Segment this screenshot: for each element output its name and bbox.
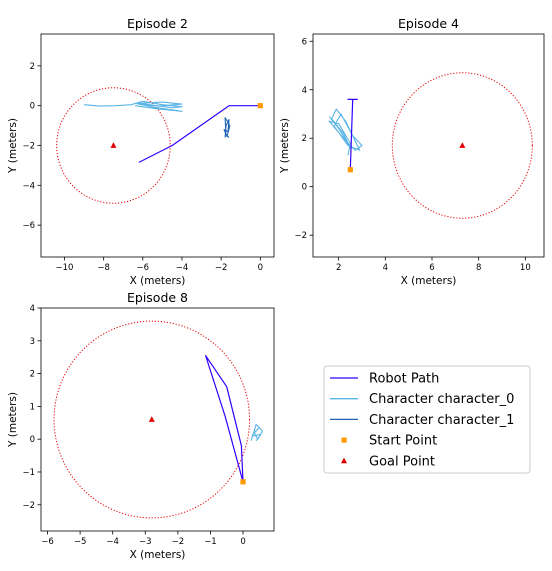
goal-radius-circle — [391, 72, 533, 219]
chart-episode-3: −6 −5 −4 −3 −2 −1 0 −2 −1 0 1 2 3 4 Episode 8 X (meters… — [7, 290, 275, 561]
x-tick-label: 8 — [476, 263, 481, 273]
x-tick-label: −2 — [215, 263, 228, 273]
axes-frame — [40, 33, 275, 258]
y-tick-label: 2 — [30, 370, 35, 380]
y-tick-label: 6 — [302, 37, 307, 47]
y-tick-label: 0 — [30, 435, 35, 445]
legend-entry: Character character_1 — [330, 413, 514, 428]
legend-triangle-swatch — [341, 457, 347, 464]
axes-frame — [312, 33, 545, 258]
x-tick-label: 10 — [520, 263, 531, 273]
robot-path — [347, 98, 358, 170]
character-path-character_1 — [223, 117, 231, 138]
y-axis-label: Y (meters) — [7, 118, 19, 174]
x-tick-label: −5 — [74, 537, 87, 547]
x-axis-label: X (meters) — [130, 549, 186, 561]
legend-square-swatch — [341, 437, 347, 443]
x-tick-label: 6 — [429, 263, 434, 273]
y-tick-label: 0 — [302, 183, 307, 193]
chart-episode-2: 2 4 6 8 10 −2 0 2 4 6 Episode 4 X (meters) Y (meters… — [279, 16, 545, 287]
y-tick-label: 4 — [30, 304, 35, 314]
y-tick-label: 2 — [302, 134, 307, 144]
x-axis-label: X (meters) — [130, 275, 186, 287]
legend-entry: Character character_0 — [330, 392, 514, 407]
y-tick-label: −2 — [294, 231, 307, 241]
robot-path — [205, 355, 244, 482]
x-tick-label: 0 — [240, 537, 245, 547]
legend-label: Goal Point — [369, 454, 435, 469]
legend-entry: Goal Point — [341, 454, 435, 469]
y-tick-label: 4 — [302, 86, 307, 96]
y-tick-label: 0 — [30, 102, 35, 112]
legend: Robot Path Character character_0 Character… — [323, 365, 531, 474]
y-axis-label: Y (meters) — [7, 392, 19, 448]
y-tick-label: 1 — [30, 402, 35, 412]
x-tick-label: 4 — [383, 263, 388, 273]
start-point-marker — [347, 167, 353, 173]
goal-point-marker — [148, 416, 155, 422]
start-point-marker — [257, 103, 263, 109]
character-path-character_0 — [84, 100, 183, 112]
legend-label: Start Point — [369, 434, 437, 449]
x-tick-label: −3 — [139, 537, 152, 547]
legend-label: Character character_1 — [369, 413, 514, 428]
legend-frame — [323, 365, 531, 474]
y-tick-label: 3 — [30, 337, 35, 347]
character-path-character_0 — [328, 108, 363, 156]
y-tick-label: −2 — [22, 501, 35, 511]
chart-title: Episode 4 — [398, 16, 459, 31]
legend-entry: Start Point — [341, 434, 437, 449]
y-tick-label: −2 — [22, 142, 35, 152]
robot-path — [138, 105, 261, 163]
x-tick-label: −4 — [176, 263, 189, 273]
legend-label: Character character_0 — [369, 392, 514, 407]
x-tick-label: −8 — [97, 263, 110, 273]
x-tick-label: 2 — [336, 263, 341, 273]
x-tick-label: −6 — [41, 537, 54, 547]
x-tick-label: −1 — [204, 537, 217, 547]
x-tick-label: −4 — [106, 537, 119, 547]
axes-frame — [40, 307, 275, 532]
plot-area — [56, 87, 263, 204]
chart-title: Episode 8 — [127, 290, 188, 305]
legend-label: Robot Path — [369, 372, 439, 387]
goal-point-marker — [110, 142, 117, 148]
goal-point-marker — [459, 142, 466, 148]
goal-radius-circle — [56, 87, 171, 204]
plot-area — [328, 72, 533, 219]
y-tick-label: 2 — [30, 62, 35, 72]
y-axis-label: Y (meters) — [279, 118, 291, 174]
y-tick-label: −6 — [22, 221, 35, 231]
x-tick-label: −6 — [137, 263, 150, 273]
chart-episode-1: −10 −8 −6 −4 −2 0 −6 −4 −2 0 2 Episode 2 X (meters) Y… — [7, 16, 275, 287]
x-tick-label: −10 — [56, 263, 74, 273]
character-path-character_0 — [250, 423, 264, 442]
legend-entry: Robot Path — [330, 372, 439, 387]
y-tick-label: −1 — [22, 468, 35, 478]
y-tick-label: −4 — [22, 181, 35, 191]
chart-title: Episode 2 — [127, 16, 188, 31]
x-tick-label: 0 — [258, 263, 263, 273]
x-tick-label: −2 — [172, 537, 185, 547]
plot-area — [53, 320, 264, 519]
goal-radius-circle — [53, 320, 251, 519]
x-axis-label: X (meters) — [401, 275, 457, 287]
start-point-marker — [240, 479, 246, 485]
